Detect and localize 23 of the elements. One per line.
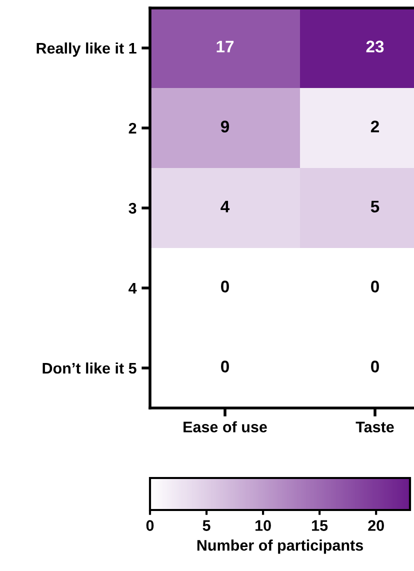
data-label: 5 bbox=[370, 200, 380, 212]
data-label: 0 bbox=[221, 280, 229, 292]
y-tick-label: Really like it 1 bbox=[36, 42, 136, 57]
color-bar-label: 0 bbox=[146, 520, 154, 531]
x-tick-label: Ease of use bbox=[184, 421, 267, 432]
data-label: 9 bbox=[220, 120, 230, 132]
data-label: 23 bbox=[366, 40, 384, 52]
data-label: 17 bbox=[216, 40, 234, 52]
color-bar-title: Number of participants bbox=[197, 540, 363, 554]
color-bar-label: 10 bbox=[256, 520, 271, 531]
data-label: 2 bbox=[370, 120, 379, 132]
data-label: 4 bbox=[220, 200, 230, 212]
y-tick-label: Don’t like it 5 bbox=[42, 362, 136, 374]
data-label: 0 bbox=[371, 280, 379, 292]
color-bar-label: 5 bbox=[202, 520, 210, 531]
y-tick-label: 2 bbox=[128, 122, 136, 134]
data-label: 0 bbox=[371, 360, 379, 372]
x-tick-label: Taste bbox=[356, 422, 394, 432]
y-tick-label: 4 bbox=[128, 283, 137, 294]
y-tick-label: 3 bbox=[128, 202, 136, 214]
data-label: 0 bbox=[221, 360, 229, 372]
color-bar-label: 20 bbox=[368, 520, 384, 531]
color-bar-label: 15 bbox=[312, 520, 328, 531]
